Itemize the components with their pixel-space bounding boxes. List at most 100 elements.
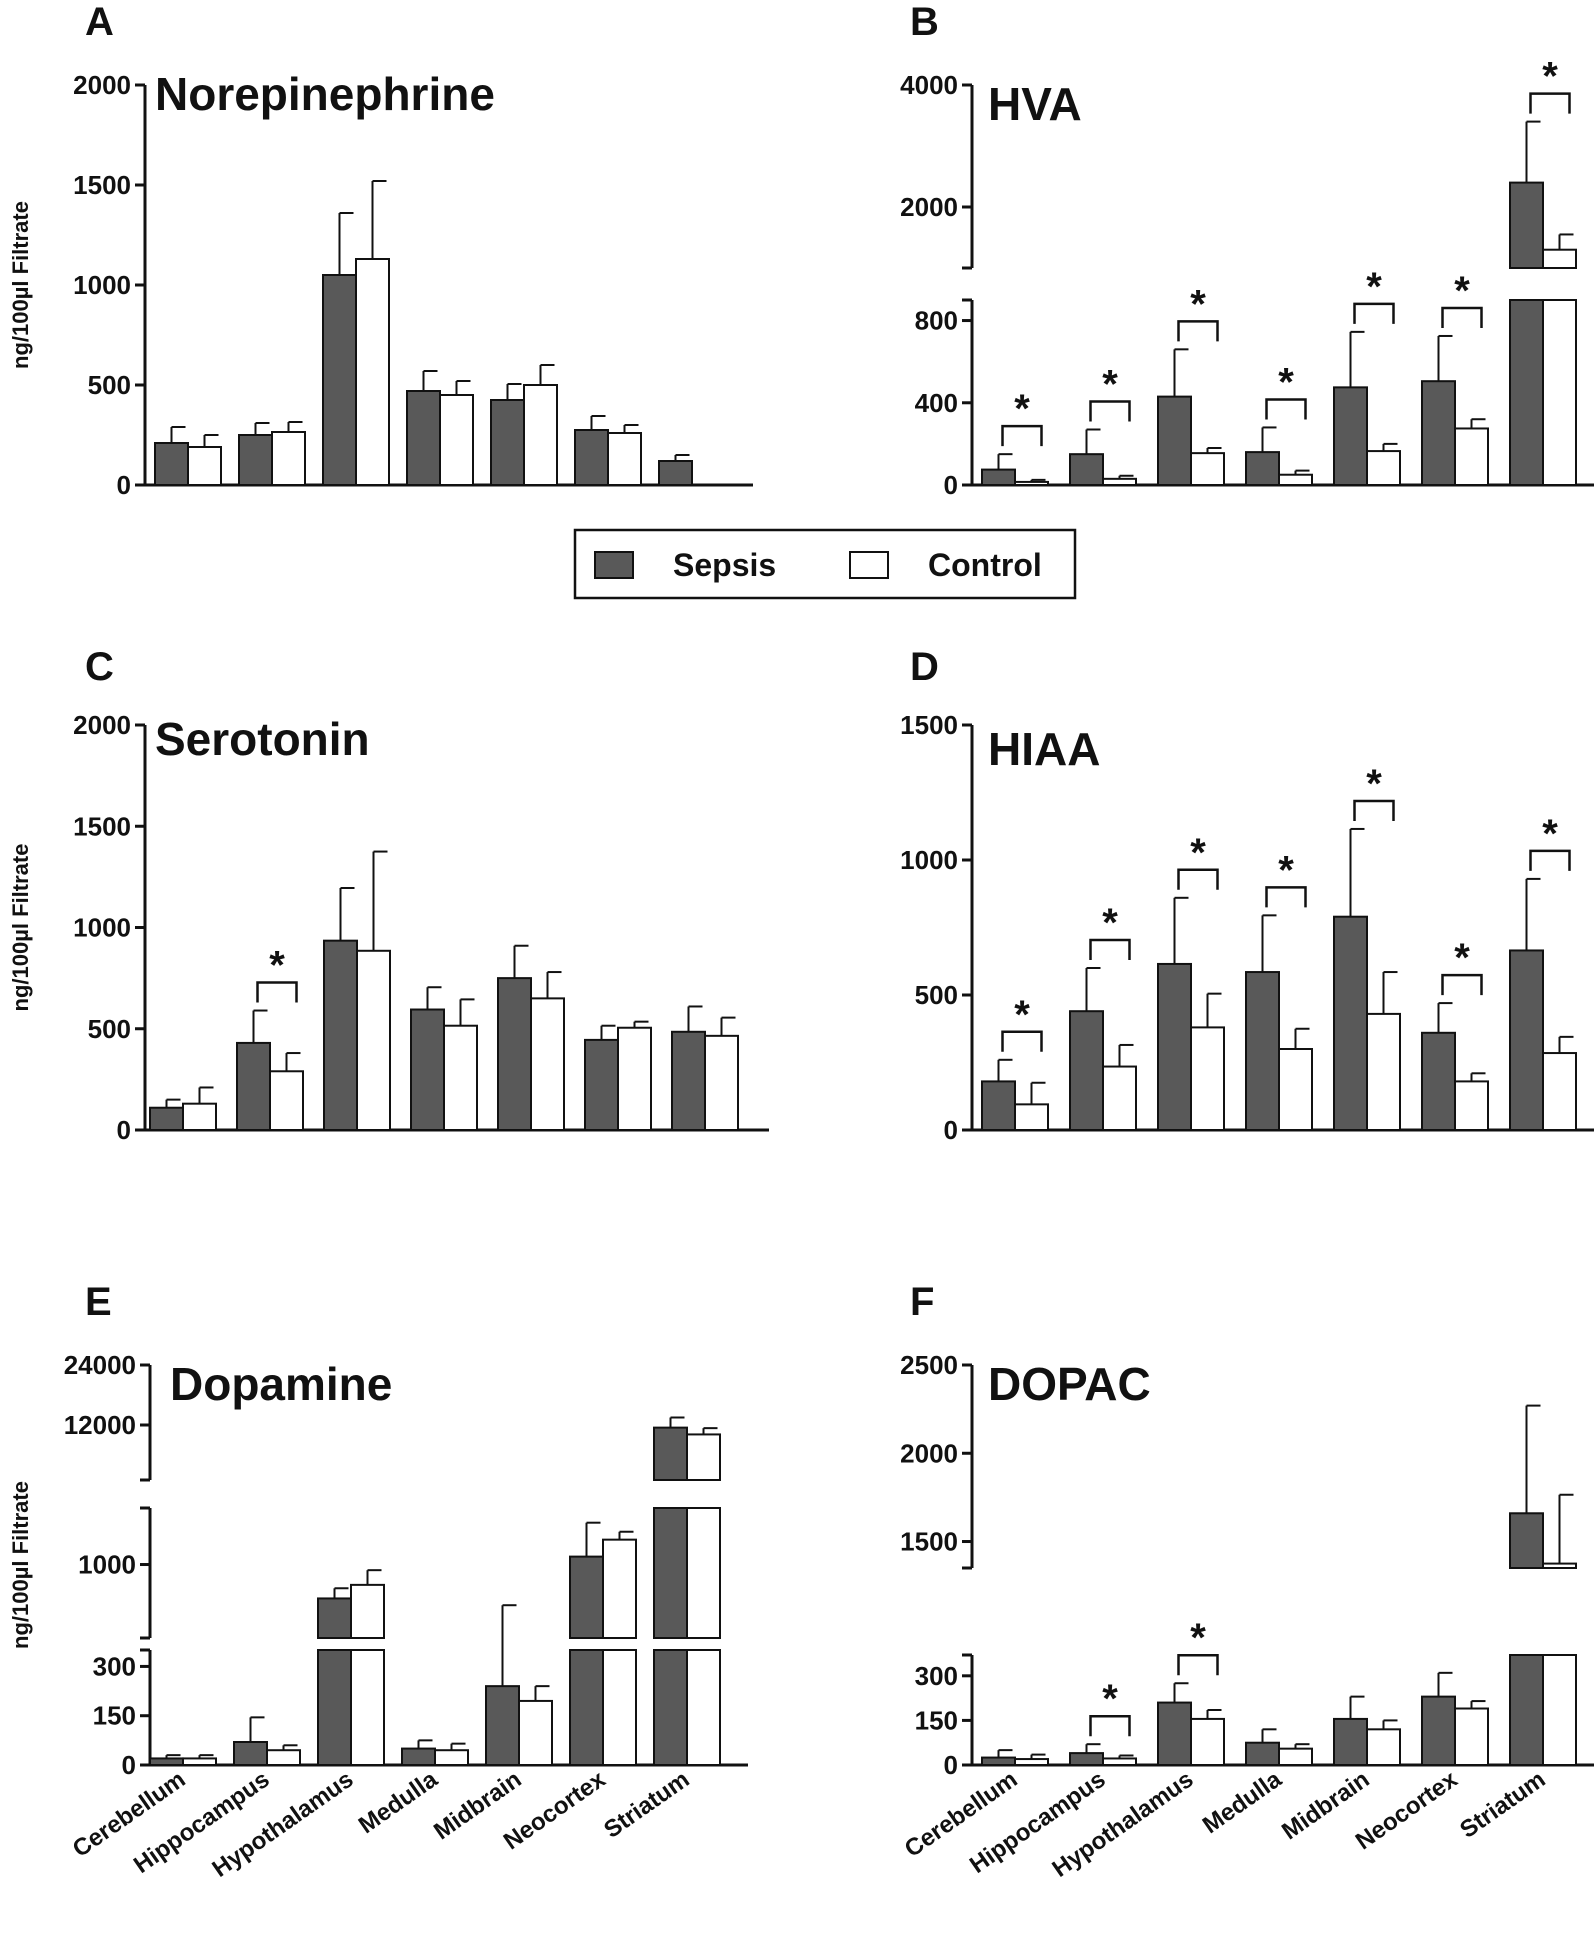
bar-control (1366, 1012, 1401, 1132)
bar-control (434, 1749, 469, 1766)
bar-sepsis (1509, 949, 1544, 1132)
y-tick-label: 1000 (78, 1550, 136, 1580)
bar-sepsis (323, 939, 358, 1131)
y-tick-label: 150 (915, 1705, 958, 1735)
panel-F: FDOPAC0150300150020002500Cerebellum*Hipp… (900, 1280, 1594, 1883)
bar-sepsis (233, 1741, 268, 1766)
significance-bracket (1001, 1030, 1043, 1052)
bar-sepsis (497, 977, 532, 1131)
y-tick-label: 500 (88, 370, 131, 400)
chart-title: HIAA (988, 723, 1100, 775)
y-tick-label: 2000 (73, 710, 131, 740)
bar-sepsis (485, 1685, 520, 1766)
bar-control (602, 1649, 637, 1766)
bar-control (1454, 1707, 1489, 1767)
bar-sepsis (1509, 299, 1544, 486)
bar-control (356, 949, 391, 1131)
panel-C: C Serotonin ng/100µl Filtrate 0 500 1000 1500 2… (8, 645, 769, 1145)
bar-control (182, 1102, 217, 1132)
chart-title: Dopamine (170, 1358, 392, 1410)
bar-control (1014, 1758, 1049, 1767)
bar-control (523, 384, 558, 486)
bar-sepsis (574, 429, 609, 486)
bar-control (530, 997, 565, 1131)
significance-bracket (1089, 400, 1131, 422)
significance-star: * (1454, 269, 1470, 313)
bar-control (1190, 1026, 1225, 1132)
significance-star: * (1190, 1616, 1206, 1660)
x-tick-label: Medulla (354, 1765, 443, 1839)
panel-B: B HVA 0 400 800 2000 4000 * * * * * * * (900, 0, 1594, 500)
significance-bracket (1529, 849, 1571, 871)
bar-control (686, 1433, 721, 1482)
bar-control (1014, 480, 1049, 486)
y-tick-label: 0 (944, 1750, 958, 1780)
legend-label-control: Control (928, 547, 1042, 583)
bar-control (1542, 1052, 1577, 1132)
significance-star: * (1014, 387, 1030, 431)
y-axis-label: ng/100µl Filtrate (8, 201, 33, 369)
panel-letter: A (85, 0, 114, 44)
y-tick-label: 2000 (900, 192, 958, 222)
significance-star: * (1014, 993, 1030, 1037)
significance-star: * (1366, 265, 1382, 309)
y-tick-label: 1500 (900, 1527, 958, 1557)
bar-sepsis (322, 274, 357, 486)
y-tick-label: 1500 (900, 710, 958, 740)
bar-control (1102, 1757, 1137, 1767)
bar-sepsis (981, 1080, 1016, 1132)
bar-sepsis (653, 1649, 688, 1766)
bar-control (350, 1649, 385, 1766)
chart-title: Norepinephrine (155, 68, 495, 120)
y-tick-label: 800 (915, 306, 958, 336)
significance-bracket (1265, 398, 1307, 420)
bar-sepsis (149, 1757, 184, 1767)
significance-bracket (1353, 302, 1395, 324)
y-tick-label: 1000 (73, 270, 131, 300)
legend-swatch-control (849, 551, 889, 579)
bar-sepsis (238, 434, 273, 486)
bar-sepsis (1157, 395, 1192, 486)
bar-sepsis (317, 1597, 352, 1640)
y-axis-label: ng/100µl Filtrate (8, 1481, 33, 1649)
bar-sepsis (154, 442, 189, 486)
bar-control (350, 1583, 385, 1639)
bar-control (269, 1070, 304, 1132)
bar-sepsis (1421, 380, 1456, 487)
chart-title: Serotonin (155, 713, 370, 765)
significance-star: * (1102, 901, 1118, 945)
bar-control (182, 1757, 217, 1767)
bar-control (602, 1538, 637, 1640)
bar-control (1542, 248, 1577, 269)
y-tick-label: 2500 (900, 1350, 958, 1380)
bar-sepsis (584, 1038, 619, 1131)
bar-control (1366, 1728, 1401, 1767)
bar-sepsis (1509, 181, 1544, 270)
significance-bracket (1001, 424, 1043, 447)
significance-star: * (1454, 936, 1470, 980)
bar-sepsis (1509, 1654, 1544, 1766)
y-tick-label: 0 (944, 470, 958, 500)
bar-control (1542, 299, 1577, 486)
bar-sepsis (1157, 1701, 1192, 1767)
x-tick-label: Hypothalamus (207, 1766, 358, 1883)
significance-bracket (256, 981, 298, 1003)
significance-bracket (1441, 973, 1483, 996)
y-tick-label: 0 (117, 1115, 131, 1145)
bar-control (443, 1024, 478, 1132)
panel-letter: D (910, 645, 939, 689)
bar-sepsis (569, 1555, 604, 1639)
significance-star: * (1190, 282, 1206, 326)
y-tick-label: 1500 (73, 170, 131, 200)
y-tick-label: 0 (122, 1750, 136, 1780)
significance-star: * (1190, 831, 1206, 875)
bar-sepsis (569, 1649, 604, 1766)
bar-sepsis (1245, 451, 1280, 487)
significance-bracket (1177, 868, 1219, 890)
bar-control (1278, 1747, 1313, 1767)
panel-E: E Dopamine ng/100µl Filtrate 0 150 300 1000 120… (8, 1280, 748, 1883)
significance-bracket (1177, 1653, 1219, 1676)
bar-control (1366, 450, 1401, 487)
significance-bracket (1265, 886, 1307, 908)
